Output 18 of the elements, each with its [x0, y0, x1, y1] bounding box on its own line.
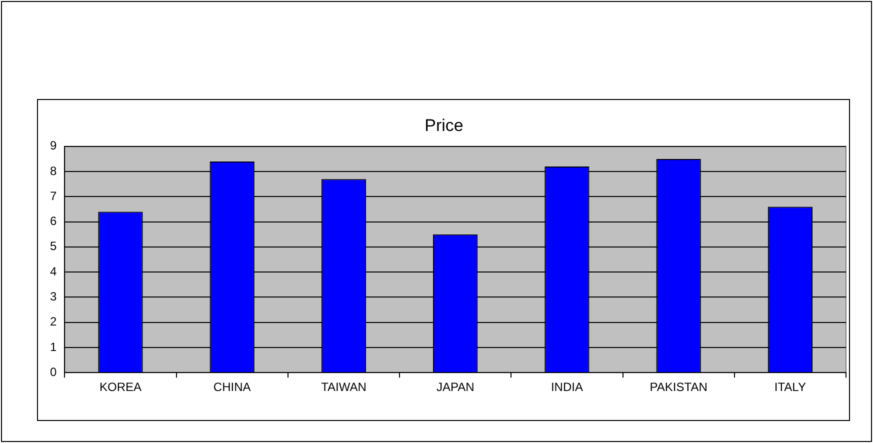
y-tick-label: 6 — [50, 214, 57, 228]
x-tick-label: PAKISTAN — [650, 380, 708, 394]
x-tick-label: JAPAN — [436, 380, 474, 394]
y-tick-label: 5 — [50, 239, 57, 254]
x-tick-label: KOREA — [99, 380, 142, 394]
y-tick-label: 8 — [50, 164, 57, 178]
x-tick-label: INDIA — [550, 380, 583, 394]
x-tick-label: TAIWAN — [321, 380, 366, 394]
chart-title: Price — [424, 116, 464, 135]
y-tick-label: 7 — [50, 188, 57, 203]
y-tick-label: 0 — [50, 364, 57, 379]
y-tick-label: 9 — [50, 138, 57, 153]
x-tick-label: ITALY — [774, 380, 806, 394]
y-tick-label: 4 — [50, 264, 57, 278]
x-tick-label: CHINA — [213, 380, 251, 394]
y-tick-label: 2 — [50, 314, 57, 329]
y-tick-label: 3 — [50, 290, 57, 304]
y-tick-label: 1 — [50, 340, 57, 354]
